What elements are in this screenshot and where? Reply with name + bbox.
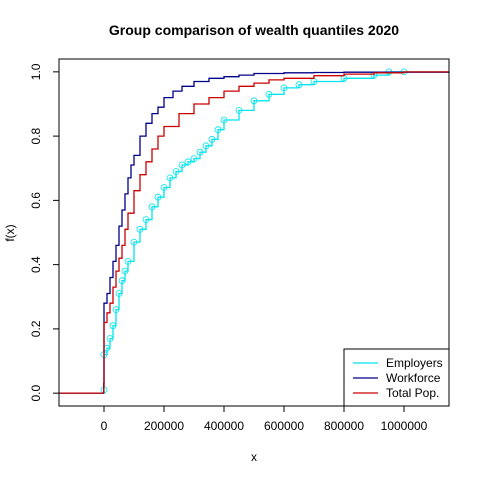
- series-workforce: [59, 71, 450, 394]
- legend-label: Workforce: [386, 371, 441, 385]
- y-tick-label: 0.8: [29, 127, 43, 144]
- data-point: [160, 184, 168, 191]
- x-tick-label: 200000: [144, 419, 184, 433]
- x-axis: 0 200000 400000 600000 800000 1000000: [101, 405, 428, 433]
- data-point: [172, 168, 180, 175]
- x-axis-label: x: [251, 450, 257, 464]
- data-point: [142, 216, 150, 224]
- data-point: [115, 290, 123, 297]
- y-tick-label: 1.0: [29, 63, 43, 80]
- x-tick-label: 400000: [204, 419, 244, 433]
- data-point: [208, 135, 216, 143]
- data-point: [106, 335, 114, 342]
- x-tick-label: 1000000: [381, 419, 428, 433]
- chart-title: Group comparison of wealth quantiles 202…: [109, 22, 399, 38]
- legend-item: Employers: [353, 356, 443, 370]
- series-line: [59, 71, 449, 394]
- data-point: [154, 193, 162, 201]
- x-tick-label: 600000: [264, 419, 304, 433]
- data-point: [196, 148, 204, 156]
- y-tick-label: 0.4: [29, 256, 43, 273]
- data-point: [235, 107, 243, 114]
- data-point: [220, 116, 228, 124]
- legend-item: Workforce: [353, 371, 441, 385]
- data-point: [166, 174, 174, 182]
- data-point: [250, 97, 258, 105]
- legend-item: Total Pop.: [353, 386, 439, 400]
- y-tick-label: 0.0: [29, 384, 43, 401]
- data-point: [124, 257, 132, 265]
- x-tick-label: 800000: [324, 419, 364, 433]
- data-point: [136, 225, 144, 233]
- x-tick-label: 0: [101, 419, 108, 433]
- data-point: [109, 322, 117, 330]
- series-line: [59, 71, 449, 394]
- series-employers: [59, 68, 449, 394]
- data-point: [190, 155, 198, 163]
- data-point: [295, 81, 303, 89]
- plot-area: [59, 68, 450, 394]
- legend-label: Total Pop.: [386, 386, 439, 400]
- data-point: [178, 161, 186, 169]
- legend-label: Employers: [386, 356, 443, 370]
- data-point: [112, 306, 120, 314]
- data-point: [265, 90, 273, 98]
- y-axis: 0.0 0.2 0.4 0.6 0.8 1.0: [29, 63, 60, 401]
- data-point: [202, 142, 210, 150]
- data-point: [121, 267, 129, 275]
- series-line: [59, 71, 450, 394]
- data-point: [148, 203, 156, 211]
- y-tick-label: 0.2: [29, 320, 43, 337]
- data-point: [280, 84, 288, 92]
- data-point: [130, 238, 138, 246]
- data-point: [118, 277, 126, 285]
- data-point: [184, 158, 192, 166]
- y-tick-label: 0.6: [29, 192, 43, 209]
- data-point: [214, 126, 222, 134]
- y-axis-label: f(x): [3, 224, 17, 241]
- series-total-pop-: [59, 71, 449, 394]
